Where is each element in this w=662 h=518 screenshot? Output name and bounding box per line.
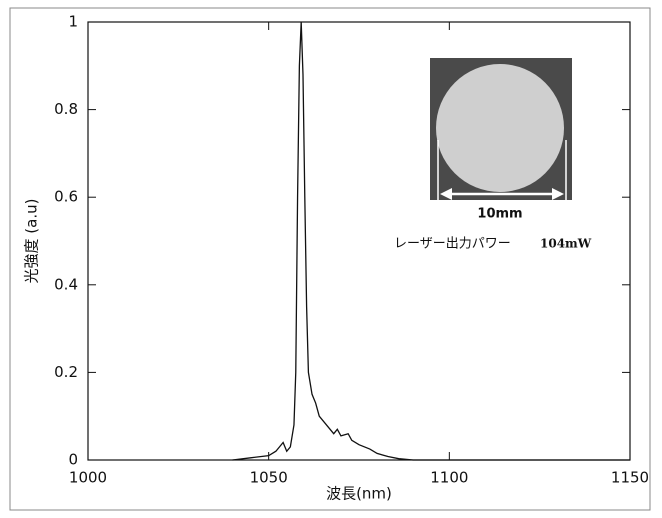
x-tick-label: 1050 <box>250 469 288 487</box>
x-axis-label: 波長(nm) <box>326 485 392 503</box>
y-tick-label: 0 <box>68 451 78 469</box>
y-tick-label: 0.4 <box>54 275 78 293</box>
inset-label: 10mm <box>477 207 522 222</box>
x-tick-label: 1100 <box>430 469 468 487</box>
annotation: 104mW <box>540 237 592 251</box>
x-tick-label: 1000 <box>69 469 107 487</box>
spectrum-line <box>232 21 630 461</box>
inset-arrowhead <box>552 188 564 200</box>
y-tick-label: 0.2 <box>54 363 78 381</box>
inset-beam <box>436 64 564 192</box>
inset-arrowhead <box>440 188 452 200</box>
inset-image <box>430 58 572 200</box>
y-axis-label: 光強度 (a.u) <box>23 199 41 284</box>
y-tick-label: 0.6 <box>54 188 78 206</box>
annotation: レーザー出力パワー <box>394 237 511 252</box>
y-tick-label: 0.8 <box>54 100 78 118</box>
y-tick-label: 1 <box>68 13 78 31</box>
plot-area <box>87 21 631 461</box>
x-tick-label: 1150 <box>611 469 649 487</box>
